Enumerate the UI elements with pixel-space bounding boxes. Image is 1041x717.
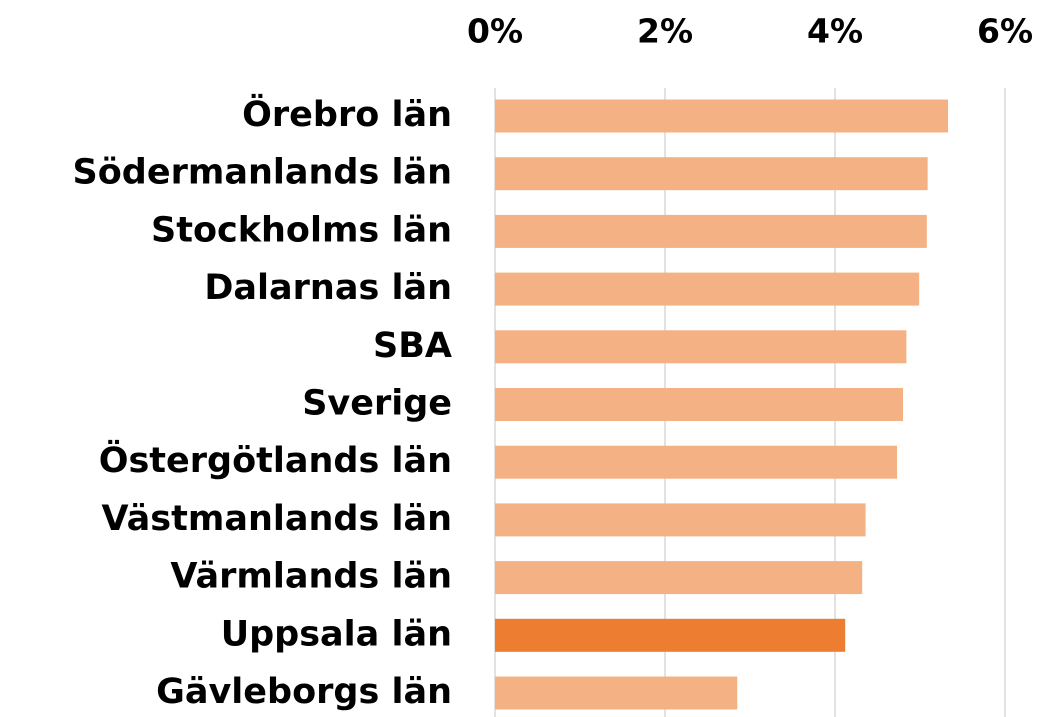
x-tick-label: 4% <box>807 12 863 51</box>
bar <box>495 561 863 595</box>
bar <box>495 676 738 710</box>
y-tick-label: Uppsala län <box>221 614 452 654</box>
x-tick-label: 6% <box>977 12 1033 51</box>
y-tick-label: Värmlands län <box>170 557 452 597</box>
bar <box>495 445 898 479</box>
y-tick-label: Östergötlands län <box>99 439 452 481</box>
y-tick-label: Gävleborgs län <box>156 672 452 712</box>
bar <box>495 388 903 421</box>
y-tick-label: Södermanlands län <box>73 153 452 193</box>
y-tick-label: Örebro län <box>242 93 452 135</box>
y-tick-label: Stockholms län <box>151 210 452 250</box>
bar <box>495 214 927 248</box>
bar <box>495 99 949 133</box>
y-tick-label: Dalarnas län <box>204 268 452 308</box>
y-tick-label: SBA <box>373 326 452 366</box>
bar <box>495 272 920 306</box>
bar <box>495 330 907 364</box>
y-tick-label: Västmanlands län <box>102 499 453 539</box>
x-tick-label: 0% <box>467 12 523 51</box>
bar <box>495 503 866 537</box>
x-tick-label: 2% <box>637 12 693 51</box>
bar <box>495 157 928 191</box>
bar <box>495 618 846 652</box>
y-tick-label: Sverige <box>302 384 452 424</box>
